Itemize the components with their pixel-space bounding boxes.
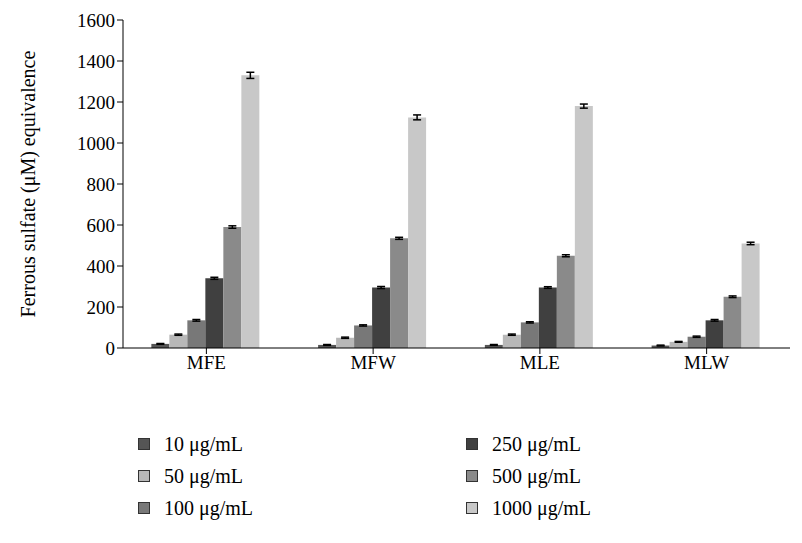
html-text:100 μg/mL: 100 μg/mL	[164, 496, 254, 519]
svg-text:MLW: MLW	[684, 352, 729, 373]
html-text:50 μg/mL: 50 μg/mL	[164, 464, 244, 487]
html-text:250 μg/mL: 250 μg/mL	[492, 432, 582, 455]
html-text:10 μg/mL: 10 μg/mL	[164, 432, 244, 455]
html-text:1000 μg/mL: 1000 μg/mL	[492, 496, 592, 519]
svg-text:1400: 1400	[77, 51, 115, 72]
svg-text:MFW: MFW	[350, 352, 395, 373]
svg-text:1000: 1000	[77, 133, 115, 154]
svg-text:800: 800	[87, 174, 116, 195]
svg-text:1200: 1200	[77, 92, 115, 113]
svg-text:Ferrous sulfate (μM) equivalen: Ferrous sulfate (μM) equivalence	[17, 51, 40, 318]
svg-text:600: 600	[87, 215, 116, 236]
svg-text:1600: 1600	[77, 10, 115, 31]
svg-text:MFE: MFE	[187, 352, 226, 373]
svg-text:MLE: MLE	[520, 352, 560, 373]
svg-text:400: 400	[87, 256, 116, 277]
svg-text:200: 200	[87, 297, 116, 318]
svg-text:0: 0	[106, 338, 116, 359]
html-text:500 μg/mL: 500 μg/mL	[492, 464, 582, 487]
